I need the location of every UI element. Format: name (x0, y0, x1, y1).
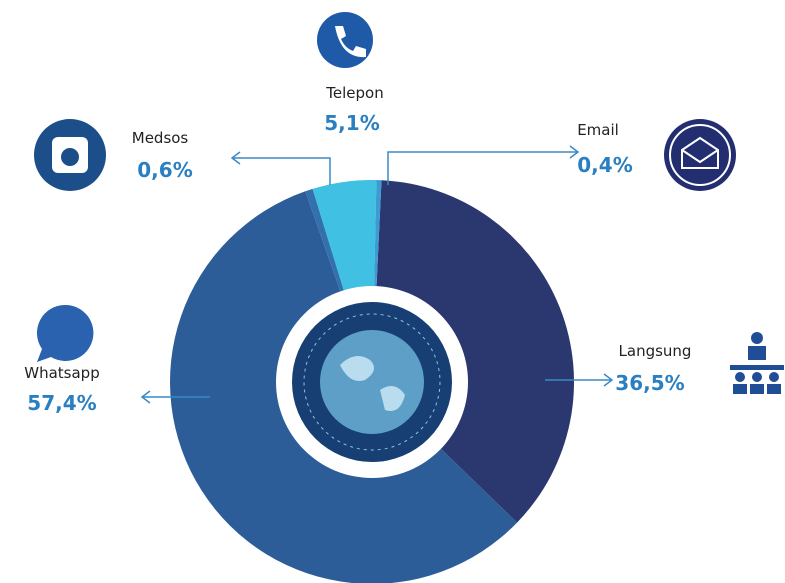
value-label: 57,4% (27, 391, 96, 415)
slice (372, 180, 575, 523)
category-label: Medsos (132, 129, 189, 147)
whatsapp-icon (36, 304, 94, 362)
globe-land (340, 356, 405, 411)
category-label: Telepon (325, 84, 383, 102)
globe (320, 330, 424, 434)
instagram-lens (61, 148, 79, 166)
value-label: 0,4% (577, 153, 632, 177)
category-label: Langsung (619, 342, 692, 360)
globe-orbit (303, 313, 441, 451)
category-label: Email (577, 121, 619, 139)
value-label: 36,5% (615, 371, 684, 395)
category-label: Whatsapp (24, 364, 99, 382)
phone-glyph (335, 26, 366, 58)
email-glyph (681, 136, 719, 169)
phone-icon (317, 12, 373, 68)
people-icon (730, 332, 784, 394)
connectors (140, 145, 614, 404)
email-ring (669, 124, 731, 186)
value-label: 0,6% (137, 158, 192, 182)
value-label: 5,1% (324, 111, 379, 135)
donut (170, 180, 575, 583)
email-icon (664, 119, 736, 191)
